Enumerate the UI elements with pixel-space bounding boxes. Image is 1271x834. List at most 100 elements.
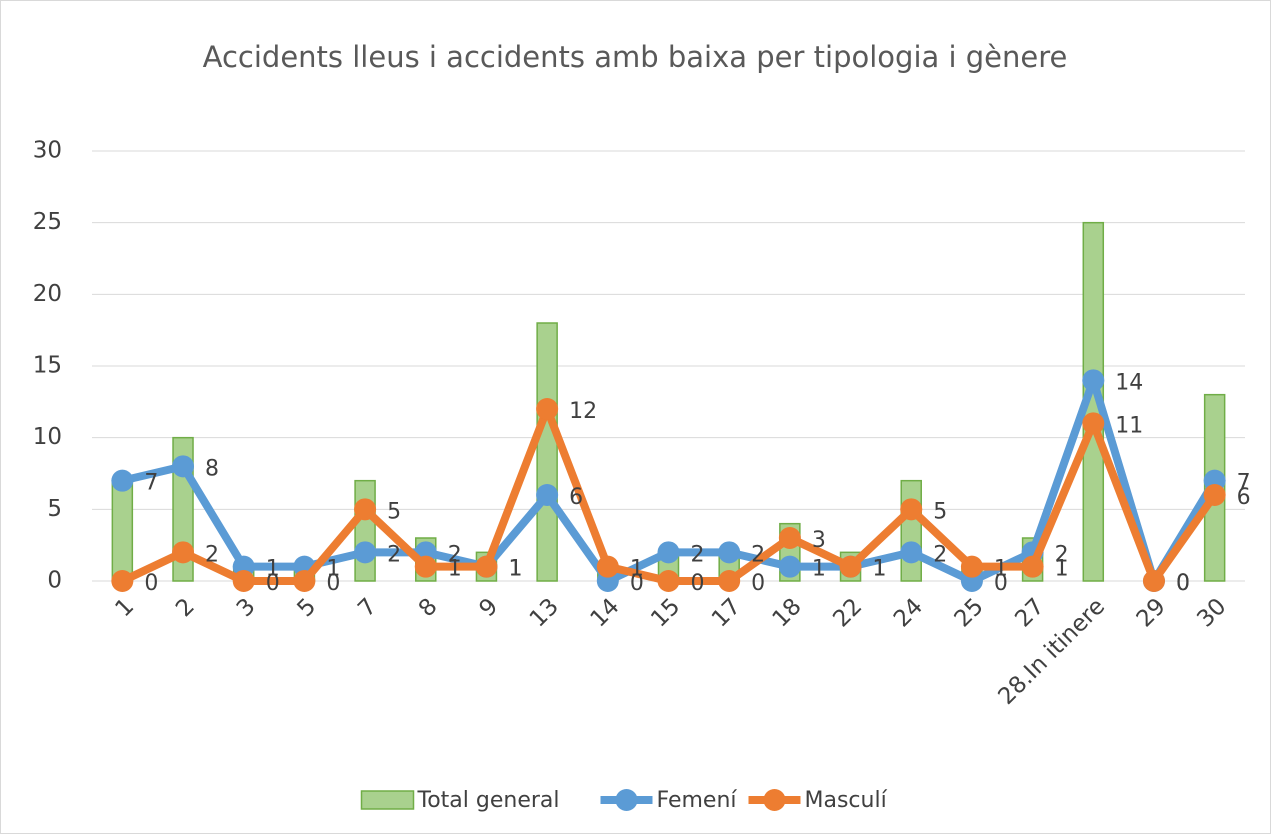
data-label: 14 xyxy=(1115,370,1143,395)
marker xyxy=(657,541,680,564)
data-label: 2 xyxy=(205,542,219,567)
x-tick-label: 30 xyxy=(1192,593,1231,632)
data-label: 0 xyxy=(266,571,280,596)
legend-label: Masculí xyxy=(805,788,888,813)
data-label: 7 xyxy=(1237,471,1251,496)
data-label: 1 xyxy=(448,557,462,582)
marker xyxy=(778,527,801,549)
legend-label: Femení xyxy=(657,788,738,813)
data-label: 0 xyxy=(1176,571,1190,596)
x-tick-label: 5 xyxy=(292,593,321,622)
data-label: 1 xyxy=(266,557,280,582)
data-label: 1 xyxy=(812,557,826,582)
x-tick-label: 7 xyxy=(353,593,382,622)
marker xyxy=(1203,484,1226,506)
bar xyxy=(536,322,558,582)
marker xyxy=(900,541,923,564)
marker xyxy=(414,555,437,578)
marker xyxy=(111,469,134,492)
marker xyxy=(718,570,741,592)
data-label: 0 xyxy=(326,571,340,596)
data-label: 1 xyxy=(508,557,522,582)
marker xyxy=(1021,555,1044,578)
marker xyxy=(172,455,195,478)
y-tick-label: 30 xyxy=(33,138,62,164)
x-tick-label: 17 xyxy=(707,593,746,632)
chart-title: Accidents lleus i accidents amb baixa pe… xyxy=(202,40,1068,74)
data-label: 0 xyxy=(691,571,705,596)
data-label: 1 xyxy=(326,557,340,582)
x-tick-label: 25 xyxy=(950,593,989,632)
data-label: 0 xyxy=(994,571,1008,596)
marker xyxy=(596,555,619,578)
marker xyxy=(172,541,195,564)
data-label: 5 xyxy=(933,499,947,524)
y-tick-label: 10 xyxy=(33,424,62,450)
x-tick-label: 3 xyxy=(232,593,261,622)
x-tick-label: 15 xyxy=(646,593,685,632)
x-tick-label: 22 xyxy=(828,593,867,632)
bar xyxy=(900,479,922,582)
y-tick-label: 0 xyxy=(47,568,62,594)
y-tick-label: 5 xyxy=(47,496,62,522)
x-tick-label: 2 xyxy=(171,593,200,622)
data-label: 3 xyxy=(812,528,826,553)
bar xyxy=(354,479,376,582)
data-label: 12 xyxy=(569,399,597,424)
marker xyxy=(960,555,983,578)
data-label: 1 xyxy=(630,557,644,582)
data-label: 2 xyxy=(448,542,462,567)
data-label: 6 xyxy=(569,485,583,510)
x-tick-label: 28.In itinere xyxy=(994,593,1111,710)
data-label: 1 xyxy=(873,557,887,582)
y-tick-label: 25 xyxy=(33,209,62,235)
data-label: 0 xyxy=(630,571,644,596)
marker xyxy=(1142,570,1165,592)
marker xyxy=(354,541,377,564)
x-tick-label: 24 xyxy=(889,593,928,632)
x-tick-label: 18 xyxy=(768,593,807,632)
marker xyxy=(111,570,134,592)
marker xyxy=(536,398,559,420)
data-label: 1 xyxy=(994,557,1008,582)
data-label: 2 xyxy=(691,542,705,567)
marker xyxy=(1082,412,1105,435)
legend-swatch xyxy=(763,789,786,811)
legend-swatch xyxy=(615,789,638,811)
y-tick-label: 20 xyxy=(33,281,62,307)
data-label: 1 xyxy=(873,557,887,582)
marker xyxy=(1082,369,1105,392)
x-tick-label: 9 xyxy=(475,593,504,622)
data-label: 1 xyxy=(1055,557,1069,582)
data-label: 8 xyxy=(205,456,219,481)
data-label: 2 xyxy=(933,542,947,567)
data-label: 7 xyxy=(144,471,158,496)
data-label: 11 xyxy=(1115,413,1143,438)
x-tick-label: 13 xyxy=(525,593,564,632)
legend-swatch xyxy=(360,790,415,810)
x-tick-label: 1 xyxy=(110,593,139,622)
marker xyxy=(232,570,255,592)
x-tick-label: 14 xyxy=(586,593,625,632)
data-label: 5 xyxy=(387,499,401,524)
marker xyxy=(354,498,377,521)
x-tick-label: 8 xyxy=(414,593,443,622)
data-label: 1 xyxy=(508,557,522,582)
marker xyxy=(657,570,680,592)
x-tick-label: 29 xyxy=(1132,593,1171,632)
legend-label: Total general xyxy=(417,788,560,813)
marker xyxy=(778,555,801,578)
marker xyxy=(900,498,923,521)
x-tick-label: 27 xyxy=(1010,593,1049,632)
data-label: 2 xyxy=(387,542,401,567)
marker xyxy=(293,570,316,592)
y-tick-label: 15 xyxy=(33,353,62,379)
marker xyxy=(718,541,741,564)
data-label: 2 xyxy=(1055,542,1069,567)
marker xyxy=(475,555,498,578)
data-label: 2 xyxy=(751,542,765,567)
data-label: 0 xyxy=(751,571,765,596)
data-label: 0 xyxy=(1176,571,1190,596)
